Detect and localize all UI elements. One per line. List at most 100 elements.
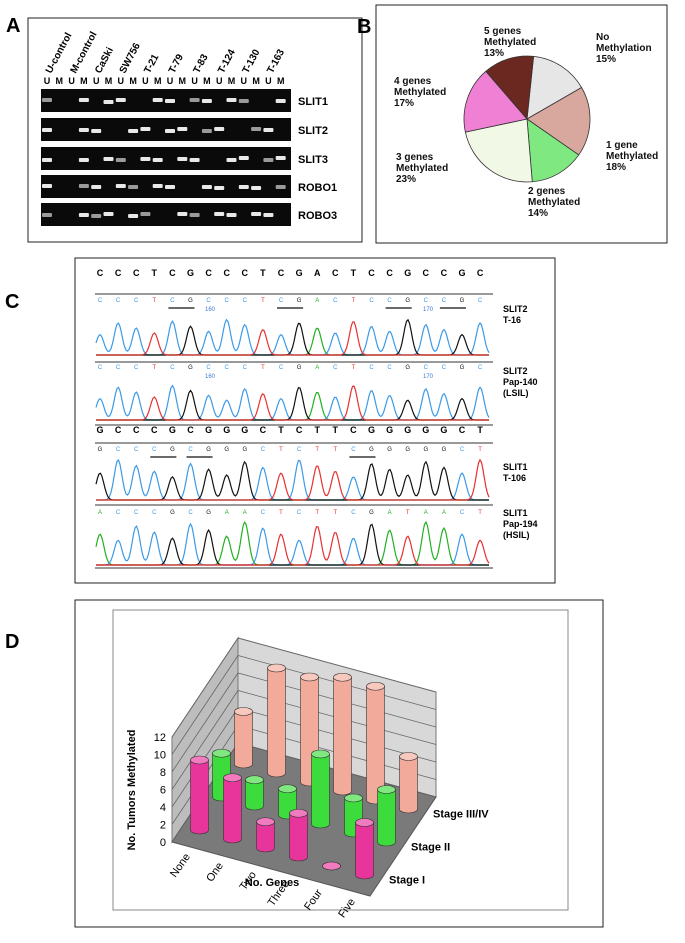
y-tick-label: 6 [160,785,166,797]
gel-band [78,158,89,162]
x-tick-label: Five [336,896,358,920]
track-label: Pap-140 [503,377,538,387]
trace [96,385,489,421]
trace-base: C [188,447,193,453]
pie-value-label: 15% [596,54,617,65]
panel-b-frame [375,4,668,244]
bar-top [212,748,231,758]
position-marker: 160 [205,307,216,313]
reference-base: T [333,425,339,435]
reference-base: A [314,268,321,278]
lane-header: M [105,76,113,86]
lane-label: T-79 [167,52,186,75]
panel-c-frame [74,257,556,584]
bar [289,813,308,857]
pie-label: 5 genes Methylated 13% [484,26,548,59]
track-label: SLIT2 [503,366,528,376]
gel-band [42,98,52,102]
gel-band [165,99,175,103]
gel-band [78,98,89,102]
reference-base: C [205,268,212,278]
gene-label: SLIT3 [298,154,328,166]
reference-base: T [260,268,266,278]
bar [355,822,374,875]
x-tick-label: Four [302,887,325,913]
trace-base: G [297,298,302,304]
reference-base: G [223,425,230,435]
trace-base: C [116,447,121,453]
reference-base: G [205,425,212,435]
lane-header: U [93,76,100,86]
track-label: T-106 [503,473,526,483]
panel-letter: C [5,291,19,313]
bar-top [289,808,308,818]
gene-label: SLIT1 [298,96,328,108]
trace-base: T [333,510,337,516]
gel-band [78,128,89,132]
trace-base: T [315,447,319,453]
track-label: T-16 [503,315,521,325]
trace-base: T [478,447,482,453]
gel-strip [41,203,291,226]
trace-base: C [279,298,284,304]
gene-label: SLIT2 [298,125,328,137]
bar-top [256,817,275,827]
trace-base: C [261,510,266,516]
pie-slice [463,70,528,133]
trace [95,460,489,501]
trace-base: A [98,510,102,516]
reference-base: G [368,425,375,435]
reference-base: G [96,425,103,435]
reference-base: T [477,425,483,435]
lane-label: SW756 [118,41,143,76]
panel-a-frame [27,17,363,243]
gel-band [103,100,114,104]
reference-base: G [169,425,176,435]
gel-band [42,184,52,188]
trace-base: C [261,447,266,453]
trace-base: C [225,298,230,304]
gel-band [251,212,262,216]
trace-base: C [206,365,211,371]
gel-band [115,158,126,162]
trace-base: C [243,365,248,371]
position-marker: 170 [423,374,434,380]
bar [399,756,418,809]
bar [278,788,297,815]
reference-base: C [278,268,285,278]
lane-header: U [216,76,223,86]
trace [96,320,489,356]
bar [223,777,242,839]
gel-band [78,184,89,188]
pie-value-label: 23% [396,174,417,185]
bar-top [344,793,363,803]
gel-band [238,156,249,160]
bar-top [333,672,352,682]
gel-band [189,98,200,102]
trace-base: C [206,298,211,304]
gel-band [91,129,102,133]
reference-base: C [350,425,357,435]
trace-base: G [188,365,193,371]
lane-header: U [142,76,149,86]
legend-label: Stage II [411,842,450,854]
position-marker: 160 [205,374,216,380]
trace-base: G [423,447,428,453]
reference-base: G [296,268,303,278]
lane-header: M [154,76,162,86]
trace-base: C [460,447,465,453]
lane-header: M [228,76,236,86]
gel-band [128,214,139,218]
bar-top [322,861,341,871]
gel-band [189,213,200,217]
trace-base: T [478,510,482,516]
bar [377,789,396,842]
y-tick-label: 12 [154,732,166,744]
gel-band [201,99,212,103]
lane-header: M [80,76,88,86]
gel-band [115,184,126,188]
pie-category: 2 genes Methylated [528,186,581,208]
reference-base: T [351,268,357,278]
lane-header: M [277,76,285,86]
gel-band [177,157,188,161]
